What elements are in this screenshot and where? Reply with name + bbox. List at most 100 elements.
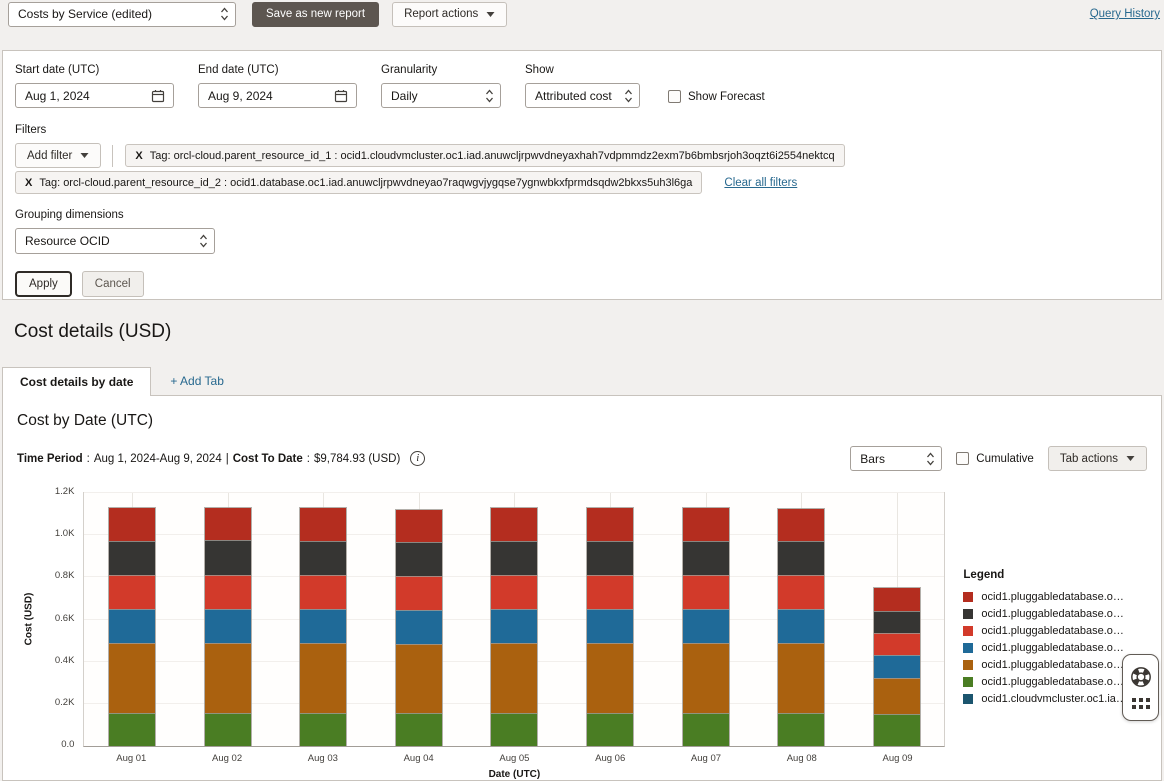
bar-segment[interactable] bbox=[491, 713, 537, 746]
bar-segment[interactable] bbox=[778, 575, 824, 609]
bar-segment[interactable] bbox=[396, 644, 442, 714]
bar-segment[interactable] bbox=[587, 609, 633, 643]
help-lifering-icon[interactable] bbox=[1130, 666, 1152, 688]
remove-filter-icon[interactable]: X bbox=[25, 177, 32, 189]
bar-segment[interactable] bbox=[396, 713, 442, 746]
bar-segment[interactable] bbox=[205, 713, 251, 746]
stacked-bar bbox=[682, 507, 730, 746]
granularity-select[interactable]: Daily bbox=[381, 83, 501, 108]
bar-segment[interactable] bbox=[109, 575, 155, 609]
apply-button[interactable]: Apply bbox=[15, 271, 72, 297]
report-select[interactable]: Costs by Service (edited) bbox=[8, 2, 236, 27]
bar-segment[interactable] bbox=[396, 510, 442, 542]
bar-segment[interactable] bbox=[587, 575, 633, 609]
bar-segment[interactable] bbox=[683, 508, 729, 541]
bar-segment[interactable] bbox=[491, 575, 537, 609]
add-filter-button[interactable]: Add filter bbox=[15, 143, 101, 168]
bar-segment[interactable] bbox=[778, 643, 824, 713]
bar-segment[interactable] bbox=[874, 655, 920, 678]
bar-segment[interactable] bbox=[205, 508, 251, 541]
legend-item[interactable]: ocid1.pluggabledatabase.o… bbox=[963, 625, 1147, 637]
legend-item[interactable]: ocid1.cloudvmcluster.oc1.ia… bbox=[963, 693, 1147, 705]
bar-segment[interactable] bbox=[109, 609, 155, 643]
bar-segment[interactable] bbox=[778, 509, 824, 542]
bar-segment[interactable] bbox=[874, 611, 920, 633]
legend-item[interactable]: ocid1.pluggabledatabase.o… bbox=[963, 659, 1147, 671]
grouping-dimensions-select[interactable]: Resource OCID bbox=[15, 228, 215, 254]
legend-item[interactable]: ocid1.pluggabledatabase.o… bbox=[963, 608, 1147, 620]
bar-segment[interactable] bbox=[396, 610, 442, 644]
tab-actions-button[interactable]: Tab actions bbox=[1048, 446, 1147, 471]
bar-segment[interactable] bbox=[587, 541, 633, 575]
calendar-icon[interactable] bbox=[151, 89, 165, 103]
bar-segment[interactable] bbox=[874, 714, 920, 746]
bar-segment[interactable] bbox=[109, 713, 155, 746]
bar-segment[interactable] bbox=[109, 541, 155, 575]
bar-segment[interactable] bbox=[874, 633, 920, 655]
bar-segment[interactable] bbox=[874, 588, 920, 611]
bar-segment[interactable] bbox=[683, 541, 729, 575]
bar-segment[interactable] bbox=[109, 508, 155, 541]
stacked-bar bbox=[490, 507, 538, 746]
bar-segment[interactable] bbox=[300, 575, 346, 609]
tab-cost-details-by-date[interactable]: Cost details by date bbox=[2, 367, 151, 396]
start-date-input[interactable]: Aug 1, 2024 bbox=[15, 83, 174, 108]
bar-segment[interactable] bbox=[874, 678, 920, 714]
legend-swatch bbox=[963, 660, 973, 670]
bar-segment[interactable] bbox=[778, 541, 824, 575]
query-history-link[interactable]: Query History bbox=[1090, 8, 1160, 20]
bar-segment[interactable] bbox=[109, 643, 155, 713]
y-tick-label: 0.2K bbox=[55, 697, 75, 708]
legend-item[interactable]: ocid1.pluggabledatabase.o… bbox=[963, 591, 1147, 603]
cumulative-checkbox[interactable] bbox=[956, 452, 969, 465]
legend-item[interactable]: ocid1.pluggabledatabase.o… bbox=[963, 642, 1147, 654]
cancel-button[interactable]: Cancel bbox=[82, 271, 144, 297]
filter-tag-chip[interactable]: XTag: orcl-cloud.parent_resource_id_1 : … bbox=[125, 144, 844, 167]
bar-segment[interactable] bbox=[300, 643, 346, 713]
info-icon[interactable]: i bbox=[410, 451, 425, 466]
bar-segment[interactable] bbox=[587, 713, 633, 746]
bar-segment[interactable] bbox=[300, 609, 346, 643]
remove-filter-icon[interactable]: X bbox=[135, 150, 142, 162]
bar-segment[interactable] bbox=[205, 609, 251, 643]
bar-segment[interactable] bbox=[491, 643, 537, 713]
bar-segment[interactable] bbox=[205, 575, 251, 609]
bar-segment[interactable] bbox=[587, 643, 633, 713]
bar-segment[interactable] bbox=[683, 575, 729, 609]
oracle-assistant-widget[interactable] bbox=[1122, 654, 1159, 721]
bar-segment[interactable] bbox=[396, 576, 442, 610]
bar-segment[interactable] bbox=[778, 609, 824, 643]
bar-segment[interactable] bbox=[396, 542, 442, 576]
apps-grid-icon[interactable] bbox=[1132, 698, 1150, 709]
updown-chevron-icon bbox=[199, 234, 208, 248]
add-tab-button[interactable]: + Add Tab bbox=[170, 374, 224, 396]
save-as-new-report-button[interactable]: Save as new report bbox=[252, 2, 379, 27]
bar-segment[interactable] bbox=[205, 643, 251, 713]
bar-segment[interactable] bbox=[683, 609, 729, 643]
legend-item[interactable]: ocid1.pluggabledatabase.o… bbox=[963, 676, 1147, 688]
bar-segment[interactable] bbox=[778, 713, 824, 746]
bar-segment[interactable] bbox=[491, 541, 537, 575]
filter-tag-chip[interactable]: XTag: orcl-cloud.parent_resource_id_2 : … bbox=[15, 171, 702, 194]
show-forecast-checkbox[interactable] bbox=[668, 90, 681, 103]
bar-segment[interactable] bbox=[491, 508, 537, 541]
bar-segment[interactable] bbox=[587, 508, 633, 541]
bar-segment[interactable] bbox=[683, 713, 729, 746]
y-axis-title: Cost (USD) bbox=[23, 592, 34, 645]
report-actions-button[interactable]: Report actions bbox=[392, 2, 507, 27]
bar-segment[interactable] bbox=[300, 508, 346, 541]
bar-segment[interactable] bbox=[683, 643, 729, 713]
show-select[interactable]: Attributed cost bbox=[525, 83, 640, 108]
end-date-input[interactable]: Aug 9, 2024 bbox=[198, 83, 357, 108]
clear-all-filters-link[interactable]: Clear all filters bbox=[724, 177, 797, 189]
cost-to-date-value: $9,784.93 (USD) bbox=[314, 453, 400, 465]
bar-segment[interactable] bbox=[205, 540, 251, 574]
calendar-icon[interactable] bbox=[334, 89, 348, 103]
bar-segment[interactable] bbox=[491, 609, 537, 643]
start-date-label: Start date (UTC) bbox=[15, 64, 174, 76]
legend-label: ocid1.pluggabledatabase.o… bbox=[981, 591, 1124, 603]
chart-type-select[interactable]: Bars bbox=[850, 446, 942, 471]
bar-segment[interactable] bbox=[300, 541, 346, 575]
bar-segment[interactable] bbox=[300, 713, 346, 746]
bar-slot bbox=[753, 493, 849, 746]
